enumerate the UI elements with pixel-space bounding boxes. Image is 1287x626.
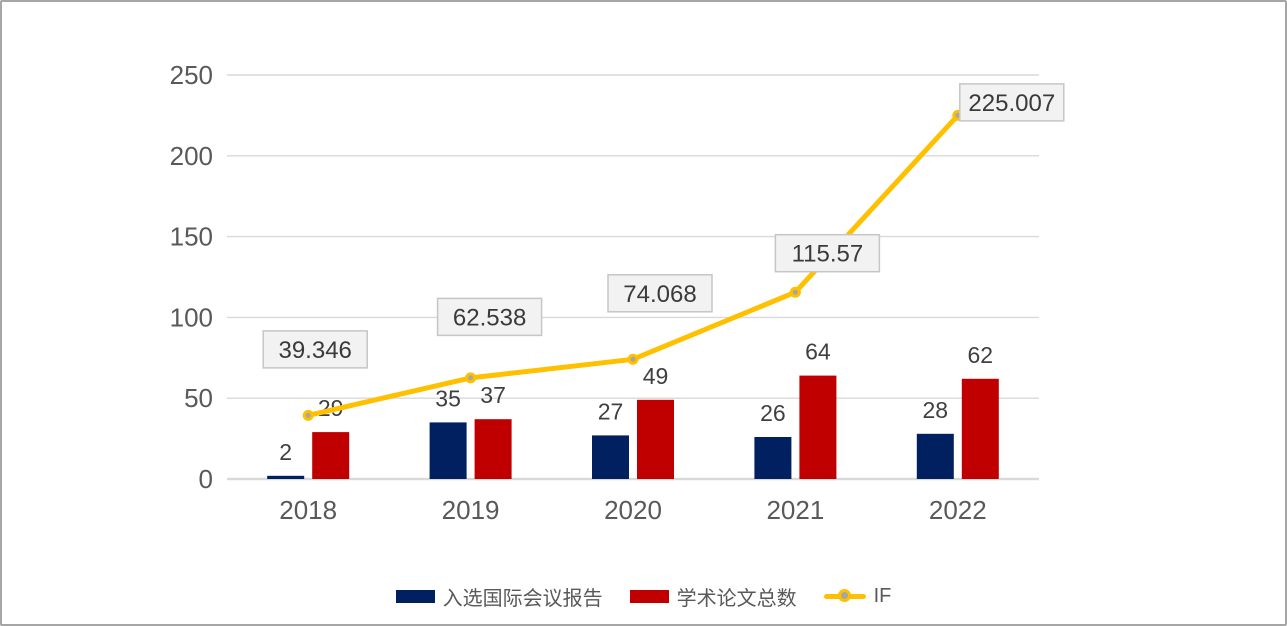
- legend-item-conference-reports: 入选国际会议报告: [395, 582, 603, 611]
- if-value-label: 115.57: [792, 241, 864, 268]
- bar-total-papers: [637, 399, 674, 479]
- bar-value-label: 2: [279, 439, 292, 465]
- chart-legend: 入选国际会议报告 学术论文总数 IF: [2, 581, 1285, 611]
- bar-value-label: 62: [968, 342, 994, 368]
- legend-line-dot: [837, 589, 851, 602]
- if-value-label: 62.538: [453, 304, 526, 331]
- y-axis-tick-label: 0: [199, 464, 213, 494]
- if-value-label: 74.068: [623, 281, 696, 308]
- x-axis-label: 2018: [279, 495, 337, 525]
- if-line-marker: [627, 353, 639, 365]
- bar-value-label: 28: [923, 397, 949, 423]
- if-value-label-box: [607, 274, 713, 313]
- x-axis-label: 2022: [929, 495, 987, 525]
- if-value-label-box: [959, 83, 1065, 122]
- y-axis-tick-label: 150: [170, 222, 213, 252]
- bar-conference-reports: [267, 475, 305, 479]
- if-value-label: 225.007: [968, 90, 1055, 117]
- bar-total-papers: [312, 432, 350, 479]
- y-axis-tick-label: 250: [170, 60, 213, 90]
- if-line-marker: [465, 372, 477, 384]
- bar-conference-reports: [754, 437, 792, 479]
- legend-swatch-blue-bar: [395, 589, 435, 603]
- x-axis-label: 2020: [604, 495, 662, 525]
- bar-value-label: 35: [435, 385, 461, 411]
- bar-value-label: 26: [760, 400, 786, 426]
- bar-conference-reports: [916, 433, 954, 479]
- if-value-label-box: [774, 233, 881, 273]
- x-axis-label: 2021: [766, 495, 824, 525]
- if-line-marker: [302, 409, 314, 421]
- if-value-label-box: [262, 330, 368, 369]
- y-axis-tick-label: 100: [170, 302, 213, 332]
- bar-value-label: 37: [480, 382, 506, 408]
- legend-item-total-papers: 学术论文总数: [629, 582, 797, 611]
- bar-total-papers: [474, 419, 512, 479]
- if-value-label: 39.346: [278, 337, 351, 364]
- legend-swatch-red-bar: [629, 589, 669, 603]
- bar-conference-reports: [429, 422, 467, 479]
- legend-label-if: IF: [873, 584, 892, 607]
- if-line-marker: [789, 286, 801, 298]
- bar-value-label: 27: [598, 398, 624, 424]
- bar-total-papers: [961, 378, 999, 479]
- bar-value-label: 49: [643, 363, 669, 389]
- if-value-label-box: [436, 297, 543, 337]
- bar-conference-reports: [592, 435, 629, 479]
- legend-line-marker-icon: [823, 589, 866, 603]
- y-axis-tick-label: 50: [184, 383, 213, 413]
- bar-total-papers: [799, 375, 837, 479]
- bar-value-label: 64: [805, 339, 831, 365]
- legend-label-conference-reports: 入选国际会议报告: [442, 587, 603, 610]
- x-axis-label: 2019: [442, 495, 500, 525]
- y-axis-tick-label: 200: [170, 141, 213, 171]
- legend-label-total-papers: 学术论文总数: [676, 587, 797, 610]
- legend-item-if: IF: [823, 584, 892, 608]
